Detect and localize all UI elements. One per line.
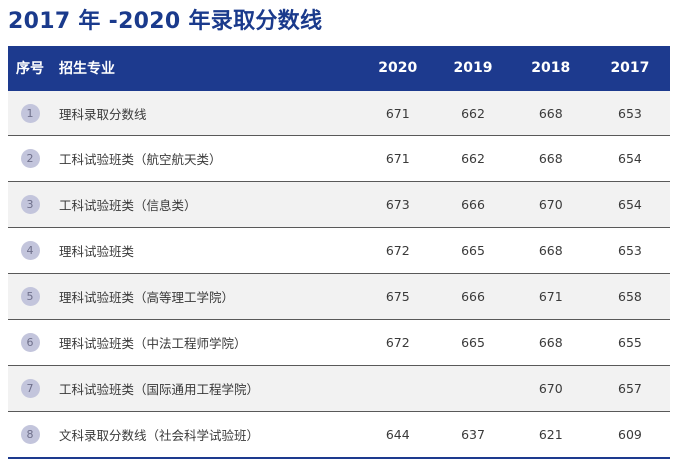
table-row: 3 工科试验班类（信息类） 673 666 670 654 xyxy=(8,181,670,227)
table-row: 6 理科试验班类（中法工程师学院） 672 665 668 655 xyxy=(8,319,670,365)
major-cell: 理科录取分数线 xyxy=(59,106,147,122)
major-cell: 理科试验班类 xyxy=(59,244,135,259)
row-number-badge: 5 xyxy=(20,287,40,306)
score-2018-cell: 668 xyxy=(538,151,563,166)
score-2019-cell: 665 xyxy=(461,335,485,350)
header-2017: 2017 xyxy=(610,60,650,76)
major-cell: 工科试验班类（航空航天类） xyxy=(59,152,222,167)
score-2017-cell: 654 xyxy=(618,197,642,212)
table-row: 1 理科录取分数线 671 662 668 653 xyxy=(8,90,670,135)
score-2019-cell: 637 xyxy=(461,427,485,442)
header-2019: 2019 xyxy=(453,60,493,76)
score-2017-cell: 653 xyxy=(618,243,642,258)
score-2017-cell: 609 xyxy=(618,427,642,442)
score-2020-cell: 672 xyxy=(385,243,410,258)
table-header: 序号 招生专业 2020 2019 2018 2017 xyxy=(8,46,670,90)
score-2017-cell: 654 xyxy=(618,151,642,166)
table-row: 5 理科试验班类（高等理工学院） 675 666 671 658 xyxy=(8,273,670,319)
row-number-badge: 1 xyxy=(20,103,40,123)
header-2018: 2018 xyxy=(531,60,571,76)
score-2019-cell: 662 xyxy=(461,105,485,121)
score-2019-cell: 665 xyxy=(461,243,485,258)
major-cell: 理科试验班类（中法工程师学院） xyxy=(59,336,247,351)
score-2020-cell: 672 xyxy=(385,335,410,350)
score-2018-cell: 621 xyxy=(538,427,563,442)
score-2020-cell: 671 xyxy=(385,105,410,121)
score-2017-cell: 653 xyxy=(618,105,642,121)
score-2020-cell: 673 xyxy=(385,197,410,212)
header-no: 序号 xyxy=(16,61,44,77)
score-2019-cell: 666 xyxy=(461,197,485,212)
score-2019-cell: 662 xyxy=(461,151,485,166)
score-2017-cell: 658 xyxy=(618,289,642,304)
score-2019-cell: 666 xyxy=(461,289,485,304)
page-title: 2017 年 -2020 年录取分数线 xyxy=(8,9,323,34)
row-number-badge: 2 xyxy=(20,149,40,168)
major-cell: 文科录取分数线（社会科学试验班） xyxy=(59,428,260,443)
table-row: 4 理科试验班类 672 665 668 653 xyxy=(8,227,670,273)
major-cell: 工科试验班类（信息类） xyxy=(59,198,197,213)
table-row: 7 工科试验班类（国际通用工程学院） 670 657 xyxy=(8,365,670,411)
major-cell: 理科试验班类（高等理工学院） xyxy=(59,290,235,305)
score-2018-cell: 668 xyxy=(538,243,563,258)
major-cell: 工科试验班类（国际通用工程学院） xyxy=(59,382,260,397)
score-table: 序号 招生专业 2020 2019 2018 2017 1 理科录取分数线 67… xyxy=(8,46,670,459)
score-2018-cell: 670 xyxy=(538,197,563,212)
score-2018-cell: 668 xyxy=(538,105,563,121)
score-2017-cell: 657 xyxy=(618,381,642,396)
score-2018-cell: 671 xyxy=(538,289,563,304)
header-2020: 2020 xyxy=(378,60,418,76)
header-major: 招生专业 xyxy=(59,61,115,77)
row-number-badge: 4 xyxy=(20,241,40,260)
table-row: 2 工科试验班类（航空航天类） 671 662 668 654 xyxy=(8,135,670,181)
score-2020-cell: 644 xyxy=(385,427,410,442)
score-2018-cell: 668 xyxy=(538,335,563,350)
score-2020-cell: 675 xyxy=(385,289,410,304)
score-2018-cell: 670 xyxy=(538,381,563,396)
score-2020-cell: 671 xyxy=(385,151,410,166)
row-number-badge: 6 xyxy=(20,333,40,352)
row-number-badge: 8 xyxy=(20,425,40,444)
table-row: 8 文科录取分数线（社会科学试验班） 644 637 621 609 xyxy=(8,411,670,457)
row-number-badge: 7 xyxy=(20,379,40,398)
score-2017-cell: 655 xyxy=(618,335,642,350)
row-number-badge: 3 xyxy=(20,195,40,214)
